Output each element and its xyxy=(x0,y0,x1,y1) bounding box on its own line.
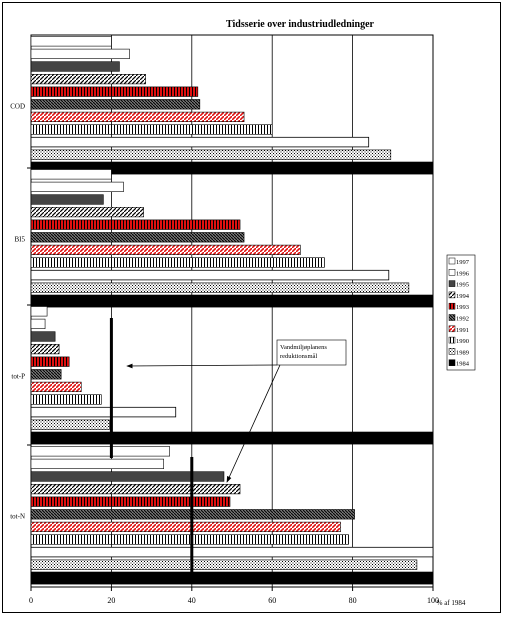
legend-swatch xyxy=(448,348,456,355)
bar-outline xyxy=(30,406,177,418)
annotation-box xyxy=(276,339,347,366)
legend-label: 1984 xyxy=(456,361,470,368)
legend-swatch xyxy=(448,291,456,299)
bar-BI5-1990 xyxy=(30,257,325,268)
bar-tot-P-1990 xyxy=(30,394,102,405)
bar-BI5-1992 xyxy=(30,232,245,243)
legend-swatch xyxy=(448,325,456,333)
legend-label: 1996 xyxy=(456,270,470,277)
bar-BI5-1996 xyxy=(30,181,124,193)
bar-tot-N-1997 xyxy=(30,446,170,457)
annotation-arrow xyxy=(226,364,281,483)
bar-tot-P-1989 xyxy=(30,419,110,430)
legend-swatch xyxy=(448,269,456,276)
x-tick-label: 60 xyxy=(268,596,276,605)
x-tick-label: 100 xyxy=(427,596,439,605)
legend-label: 1993 xyxy=(456,304,469,311)
bar-BI5-1991 xyxy=(30,244,301,256)
legend-label: 1992 xyxy=(456,316,469,323)
annotation-text: Vandmiljøplanens xyxy=(280,344,327,351)
bar-tot-P-1995 xyxy=(30,331,56,342)
bar-COD-1992 xyxy=(30,99,201,110)
legend-label: 1990 xyxy=(456,338,469,345)
x-tick-label: 20 xyxy=(107,596,115,605)
bar-outline xyxy=(30,136,370,148)
annotation-text: reduktionsmål xyxy=(280,353,317,360)
legend-swatch xyxy=(448,359,456,366)
legend-label: 1997 xyxy=(456,259,470,266)
bar-tot-N-1984 xyxy=(30,571,434,585)
bar-tot-N-1994 xyxy=(30,483,241,495)
legend-label: 1991 xyxy=(456,327,469,334)
bar-COD-1991 xyxy=(30,111,245,122)
bar-BI5-1984 xyxy=(30,294,434,308)
legend-swatch xyxy=(448,280,456,287)
category-label: COD xyxy=(10,102,25,110)
bar-COD-1996 xyxy=(30,48,130,59)
bar-tot-N-1991 xyxy=(30,521,341,532)
bar-COD-1997 xyxy=(30,36,112,47)
category-label: tot-P xyxy=(11,372,25,380)
chart-frame xyxy=(2,2,501,613)
x-tick-label: 80 xyxy=(349,596,357,605)
annotation-arrow xyxy=(126,363,278,369)
x-axis-label: % af 1984 xyxy=(437,599,466,607)
legend-swatch xyxy=(448,257,456,265)
legend-label: 1995 xyxy=(456,282,469,289)
bar-BI5-1993 xyxy=(30,219,241,230)
legend-swatch xyxy=(448,314,456,321)
bar-outline xyxy=(30,546,434,558)
bar-tot-N-1995 xyxy=(30,471,225,482)
bar-tot-P-1994 xyxy=(30,343,60,355)
bar-BI5-1994 xyxy=(30,207,144,218)
bar-outline xyxy=(30,269,390,281)
bar-COD-1990 xyxy=(30,124,273,135)
bar-BI5-1997 xyxy=(30,169,112,180)
bar-COD-1994 xyxy=(30,74,146,85)
bar-BI5-1989 xyxy=(30,282,410,293)
bar-tot-N-1993 xyxy=(30,496,231,507)
bar-tot-P-1993 xyxy=(30,356,70,367)
category-label: tot-N xyxy=(10,512,25,520)
legend-swatch xyxy=(448,336,456,344)
bar-BI5-1995 xyxy=(30,194,104,205)
bar-tot-N-1989 xyxy=(30,559,418,570)
x-tick-label: 0 xyxy=(29,596,33,605)
bar-tot-P-1996 xyxy=(30,318,46,330)
bar-COD-1995 xyxy=(30,61,120,72)
bar-tot-N-1996 xyxy=(30,458,164,470)
bar-COD-1993 xyxy=(30,86,199,97)
bar-tot-P-1984 xyxy=(30,431,434,445)
bar-tot-P-1992 xyxy=(30,369,62,380)
bar-tot-P-1991 xyxy=(30,381,82,393)
x-tick-label: 40 xyxy=(188,596,196,605)
category-label: BI5 xyxy=(15,235,26,243)
bar-COD-1989 xyxy=(30,149,392,160)
chart-title: Tidsserie over industriudledninger xyxy=(226,19,374,30)
legend-label: 1994 xyxy=(456,293,470,300)
bar-tot-N-1990 xyxy=(30,534,349,545)
bar-tot-P-1997 xyxy=(30,306,48,317)
legend-swatch xyxy=(448,302,456,310)
legend-label: 1989 xyxy=(456,349,469,356)
